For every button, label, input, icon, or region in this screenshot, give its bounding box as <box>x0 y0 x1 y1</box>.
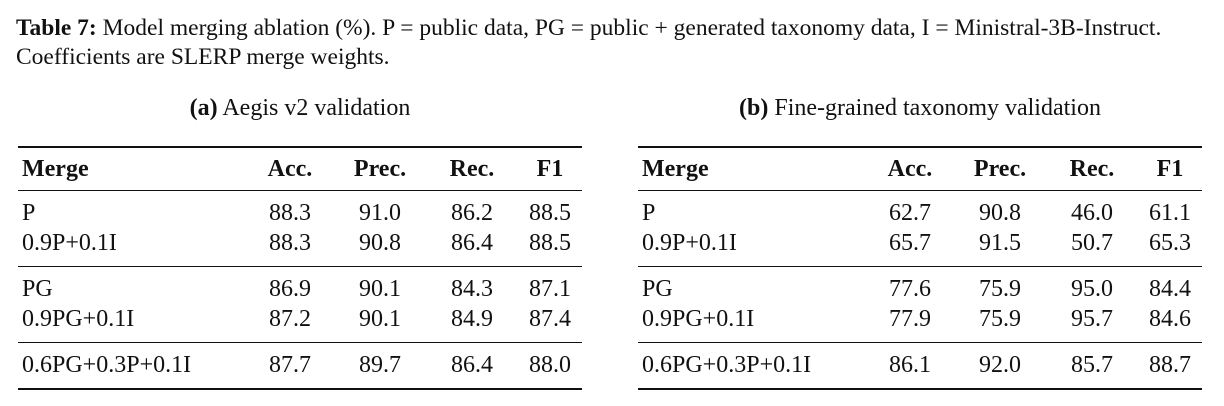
table-row: PG 77.6 75.9 95.0 84.4 <box>638 267 1202 305</box>
table-cell: 75.9 <box>979 275 1021 302</box>
table-cell: 89.7 <box>359 351 401 378</box>
table-cell: 65.3 <box>1149 229 1191 256</box>
table-row: PG 86.9 90.1 84.3 87.1 <box>18 267 582 305</box>
table-cell: 50.7 <box>1071 229 1113 256</box>
table-cell: 75.9 <box>979 305 1021 332</box>
table-cell: 84.3 <box>451 275 493 302</box>
row-group: PG 86.9 90.1 84.3 87.1 0.9PG+0.1I 87.2 90.1 84.9… <box>18 267 582 343</box>
header-cell: Acc. <box>887 155 933 182</box>
table-row: 0.9PG+0.1I 77.9 75.9 95.7 84.6 <box>638 304 1202 343</box>
table-cell: 86.2 <box>451 199 493 226</box>
table-cell: 90.1 <box>359 275 401 302</box>
table-cell: 86.4 <box>451 229 493 256</box>
table-cell: 88.3 <box>269 199 311 226</box>
row-label: 0.9P+0.1I <box>22 229 117 256</box>
table-row: 0.9P+0.1I 65.7 91.5 50.7 65.3 <box>638 228 1202 267</box>
table-cell: 91.5 <box>979 229 1021 256</box>
table-cell: 88.5 <box>529 199 571 226</box>
table-cell: 90.1 <box>359 305 401 332</box>
row-group: PG 77.6 75.9 95.0 84.4 0.9PG+0.1I 77.9 75.9 95.7… <box>638 267 1202 343</box>
table-cell: 91.0 <box>359 199 401 226</box>
header-row: Merge Acc. Prec. Rec. F1 <box>638 147 1202 191</box>
table-cell: 88.7 <box>1149 351 1191 378</box>
header-cell: Prec. <box>973 155 1027 182</box>
subtable: (a) Aegis v2 validation Merge Acc. Prec. Rec… <box>18 92 582 390</box>
table-row: P 88.3 91.0 86.2 88.5 <box>18 191 582 229</box>
table-header: Merge Acc. Prec. Rec. F1 <box>18 147 582 191</box>
header-row: Merge Acc. Prec. Rec. F1 <box>18 147 582 191</box>
table-cell: 87.7 <box>269 351 311 378</box>
subtable: (b) Fine-grained taxonomy validation Merg… <box>638 92 1202 390</box>
row-group: P 88.3 91.0 86.2 88.5 0.9P+0.1I 88.3 90.8 86.4 88… <box>18 191 582 267</box>
table-cell: 88.0 <box>529 351 571 378</box>
header-cell: F1 <box>1156 155 1184 182</box>
table-row: P 62.7 90.8 46.0 61.1 <box>638 191 1202 229</box>
subtable-title: Fine-grained taxonomy validation <box>774 95 1101 121</box>
table-cell: 62.7 <box>889 199 931 226</box>
header-cell: Rec. <box>449 155 495 182</box>
table-row: 0.9P+0.1I 88.3 90.8 86.4 88.5 <box>18 228 582 267</box>
table-header: Merge Acc. Prec. Rec. F1 <box>638 147 1202 191</box>
table-cell: 95.7 <box>1071 305 1113 332</box>
row-label: 0.6PG+0.3P+0.1I <box>22 351 192 378</box>
table-row: 0.6PG+0.3P+0.1I 86.1 92.0 85.7 88.7 <box>638 343 1202 390</box>
table: Merge Acc. Prec. Rec. F1 P 88.3 91.0 86.2 88.5 0.9… <box>18 146 582 390</box>
table-cell: 87.4 <box>529 305 571 332</box>
header-cell: Merge <box>642 155 709 182</box>
table-cell: 85.7 <box>1071 351 1113 378</box>
table-cell: 86.4 <box>451 351 493 378</box>
subtable-caption: (b) Fine-grained taxonomy validation <box>638 92 1202 124</box>
table-cell: 87.1 <box>529 275 571 302</box>
table-cell: 86.9 <box>269 275 311 302</box>
header-cell: Prec. <box>353 155 407 182</box>
row-label: 0.9PG+0.1I <box>642 305 755 332</box>
table-cell: 84.9 <box>451 305 493 332</box>
table-cell: 84.6 <box>1149 305 1191 332</box>
caption-label: Table 7: <box>16 15 97 41</box>
row-label: 0.9P+0.1I <box>642 229 737 256</box>
table-cell: 95.0 <box>1071 275 1113 302</box>
table-cell: 46.0 <box>1071 199 1113 226</box>
row-group: 0.6PG+0.3P+0.1I 86.1 92.0 85.7 88.7 <box>638 343 1202 390</box>
row-label: PG <box>22 275 53 302</box>
table-cell: 88.5 <box>529 229 571 256</box>
table-cell: 88.3 <box>269 229 311 256</box>
table-cell: 65.7 <box>889 229 931 256</box>
row-label: PG <box>642 275 673 302</box>
table: Merge Acc. Prec. Rec. F1 P 62.7 90.8 46.0 61.1 0.9… <box>638 146 1202 390</box>
table-cell: 77.9 <box>889 305 931 332</box>
row-label: 0.6PG+0.3P+0.1I <box>642 351 812 378</box>
table-row: 0.6PG+0.3P+0.1I 87.7 89.7 86.4 88.0 <box>18 343 582 390</box>
table-cell: 77.6 <box>889 275 931 302</box>
table-cell: 86.1 <box>889 351 931 378</box>
table-cell: 90.8 <box>359 229 401 256</box>
header-cell: Rec. <box>1069 155 1115 182</box>
table-cell: 90.8 <box>979 199 1021 226</box>
table-caption: Table 7: Model merging ablation (%). P =… <box>16 14 1211 72</box>
header-cell: Merge <box>22 155 89 182</box>
row-label: P <box>642 199 656 226</box>
caption-text: Model merging ablation (%). P = public d… <box>16 15 1162 70</box>
subtable-label: (a) <box>189 95 218 121</box>
table-cell: 61.1 <box>1149 199 1191 226</box>
row-label: 0.9PG+0.1I <box>22 305 135 332</box>
table-cell: 92.0 <box>979 351 1021 378</box>
subtable-caption: (a) Aegis v2 validation <box>18 92 582 124</box>
header-cell: Acc. <box>267 155 313 182</box>
row-label: P <box>22 199 36 226</box>
table-row: 0.9PG+0.1I 87.2 90.1 84.9 87.4 <box>18 304 582 343</box>
row-group: P 62.7 90.8 46.0 61.1 0.9P+0.1I 65.7 91.5 50.7 65… <box>638 191 1202 267</box>
header-cell: F1 <box>536 155 564 182</box>
table-cell: 87.2 <box>269 305 311 332</box>
row-group: 0.6PG+0.3P+0.1I 87.7 89.7 86.4 88.0 <box>18 343 582 390</box>
subtable-title: Aegis v2 validation <box>222 95 411 121</box>
subtable-label: (b) <box>739 95 769 121</box>
table-cell: 84.4 <box>1149 275 1191 302</box>
